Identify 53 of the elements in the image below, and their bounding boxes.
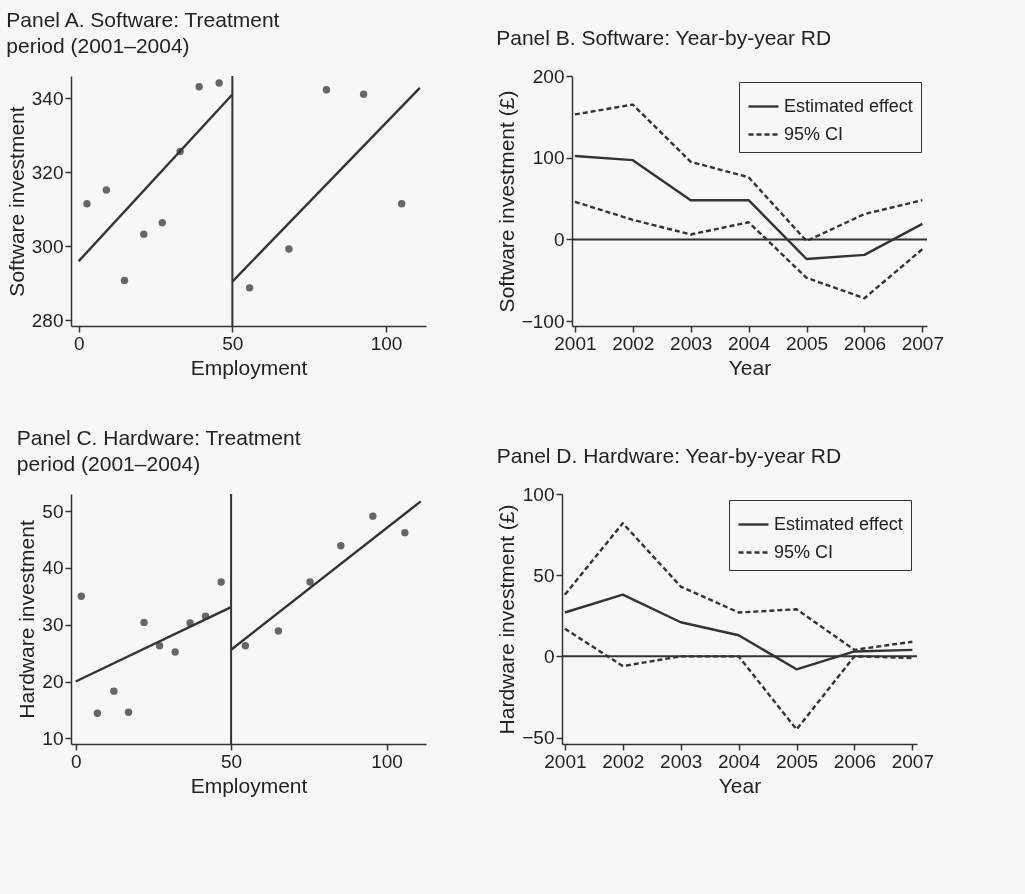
x-tick-label: 50 — [222, 332, 244, 354]
x-axis-title: Year — [718, 773, 762, 797]
y-tick-label: 100 — [522, 483, 555, 505]
y-tick-label: 10 — [42, 727, 64, 749]
y-tick-label: 40 — [42, 557, 64, 579]
x-tick-label: 100 — [370, 332, 403, 354]
legend-label: Estimated effect — [784, 95, 913, 116]
y-tick-label: 320 — [31, 161, 64, 183]
x-tick-label: 2003 — [660, 750, 703, 772]
y-tick-label: −50 — [522, 727, 555, 749]
x-axis-title: Year — [728, 355, 772, 379]
y-tick-label: 50 — [533, 564, 555, 586]
x-tick-label: 2001 — [544, 750, 587, 772]
x-tick-label: 0 — [70, 750, 82, 772]
y-tick-label: 340 — [31, 87, 64, 109]
y-tick-label: 0 — [543, 645, 555, 667]
x-axis-title: Employment — [190, 355, 308, 379]
chart-title: Panel B. Software: Year-by-year RD — [496, 26, 832, 49]
y-tick-label: 300 — [31, 235, 64, 257]
x-tick-label: 2005 — [785, 332, 829, 354]
x-tick-label: 2004 — [727, 332, 771, 354]
x-tick-label: 2005 — [775, 750, 819, 772]
y-tick-label: 50 — [42, 500, 64, 522]
legend-label: 95% CI — [784, 123, 844, 144]
chart-title: Panel C. Hardware: Treatment period (2001–2004) — [16, 426, 301, 475]
y-tick-label: 30 — [42, 614, 64, 636]
y-axis-title: Software investment (£) — [494, 90, 518, 313]
y-axis-title: Software investment — [4, 106, 28, 297]
legend-label: Estimated effect — [774, 513, 903, 534]
x-tick-label: 2002 — [602, 750, 645, 772]
y-tick-label: 280 — [31, 309, 64, 331]
x-tick-label: 2006 — [833, 750, 877, 772]
x-tick-label: 0 — [73, 332, 85, 354]
x-tick-label: 2001 — [554, 332, 597, 354]
x-tick-label: 2007 — [901, 332, 945, 354]
chart-title: Panel A. Software: Treatment period (2001–2004) — [6, 8, 280, 57]
x-tick-label: 2002 — [612, 332, 655, 354]
y-tick-label: 0 — [553, 228, 565, 250]
x-axis-title: Employment — [190, 773, 308, 797]
x-tick-label: 2006 — [843, 332, 887, 354]
x-tick-label: 100 — [371, 750, 403, 772]
y-tick-label: 20 — [42, 671, 64, 692]
x-tick-label: 2003 — [670, 332, 713, 354]
y-axis-title: Hardware investment (£) — [495, 504, 519, 735]
chart-title: Panel D. Hardware: Year-by-year RD — [496, 444, 842, 467]
x-tick-label: 2004 — [717, 750, 761, 772]
y-tick-label: 100 — [532, 147, 565, 169]
y-tick-label: 200 — [532, 65, 565, 87]
y-axis-title: Hardware investment — [15, 520, 39, 719]
y-tick-label: −100 — [521, 310, 565, 332]
legend-label: 95% CI — [774, 541, 834, 562]
x-tick-label: 50 — [221, 750, 243, 772]
x-tick-label: 2007 — [891, 750, 935, 772]
